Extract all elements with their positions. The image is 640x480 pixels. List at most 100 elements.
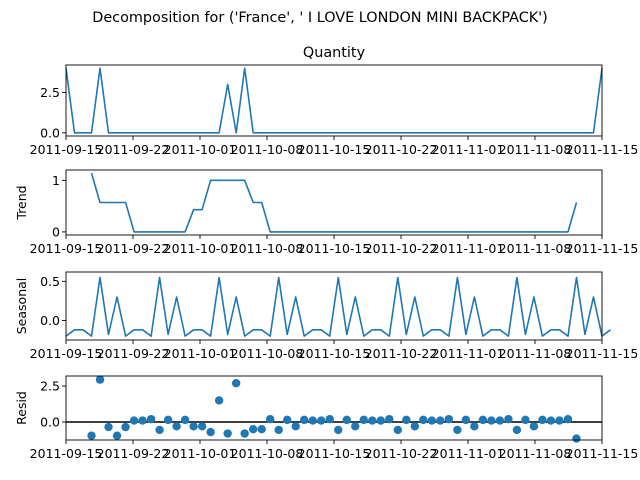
resid-point (300, 415, 309, 425)
resid-point (180, 415, 190, 425)
resid-point (521, 415, 530, 425)
resid-point (368, 416, 377, 425)
x-tick-label: 2011-11-01 (432, 142, 505, 157)
figure-title: Decomposition for ('France', ' I LOVE LO… (92, 10, 548, 26)
resid-point (334, 425, 343, 435)
x-tick-label: 2011-10-22 (365, 446, 438, 461)
x-tick-label: 2011-10-15 (298, 346, 371, 361)
resid-point (214, 396, 224, 405)
x-tick-label: 2011-10-01 (164, 346, 237, 361)
resid-point (163, 415, 173, 425)
x-tick-label: 2011-11-01 (432, 346, 505, 361)
resid-point (419, 415, 428, 425)
x-tick-label: 2011-09-15 (30, 241, 103, 256)
series-line-2 (90, 172, 578, 233)
panels: 0.02.52011-09-152011-09-222011-10-012011… (14, 45, 638, 461)
panel-title: Quantity (303, 45, 366, 61)
x-tick-label: 2011-10-01 (164, 142, 237, 157)
resid-point (291, 422, 300, 431)
y-tick-label: 0.0 (40, 125, 60, 140)
resid-point (265, 414, 275, 424)
resid-point (317, 416, 326, 425)
resid-point (342, 415, 351, 425)
resid-point (453, 425, 462, 435)
resid-point (546, 416, 556, 425)
resid-point (427, 416, 437, 425)
y-axis-label: Trend (14, 185, 29, 220)
resid-point (138, 416, 147, 425)
resid-point (155, 425, 164, 435)
x-tick-label: 2011-11-15 (566, 446, 639, 461)
resid-point (351, 422, 360, 431)
panel-1: 0.02.52011-09-152011-09-222011-10-012011… (30, 45, 639, 157)
x-tick-label: 2011-10-08 (231, 241, 304, 256)
panel-2: 012011-09-152011-09-222011-10-012011-10-… (14, 169, 639, 256)
x-tick-label: 2011-09-22 (97, 446, 170, 461)
resid-point (376, 416, 385, 425)
resid-point (283, 415, 292, 425)
resid-point (385, 414, 394, 424)
x-tick-label: 2011-11-08 (499, 241, 572, 256)
resid-point (478, 415, 488, 425)
x-tick-label: 2011-10-01 (164, 446, 237, 461)
x-tick-label: 2011-10-01 (164, 241, 237, 256)
resid-point (444, 414, 454, 424)
resid-point (146, 414, 156, 424)
y-axis-label: Seasonal (14, 278, 29, 335)
resid-point (308, 416, 317, 425)
resid-point (470, 422, 479, 431)
x-tick-label: 2011-10-22 (365, 142, 438, 157)
resid-point (325, 414, 334, 424)
resid-point (359, 415, 368, 425)
x-tick-label: 2011-11-15 (566, 241, 639, 256)
x-tick-label: 2011-11-01 (432, 446, 505, 461)
y-tick-label: 2.5 (40, 85, 60, 100)
resid-point (240, 429, 249, 438)
x-tick-label: 2011-11-08 (499, 446, 572, 461)
resid-point (504, 414, 513, 424)
y-tick-label: 0.0 (40, 415, 60, 430)
resid-point (555, 416, 564, 425)
resid-point (121, 422, 130, 432)
x-tick-label: 2011-11-08 (499, 346, 572, 361)
resid-point (197, 422, 207, 431)
resid-point (112, 431, 122, 440)
resid-point (512, 425, 522, 435)
resid-point (563, 414, 573, 424)
resid-point (410, 422, 420, 431)
x-tick-label: 2011-10-22 (365, 346, 438, 361)
y-tick-label: 0 (52, 224, 60, 239)
resid-point (538, 415, 547, 425)
resid-point (172, 422, 181, 431)
resid-point (248, 425, 258, 434)
x-tick-label: 2011-11-15 (566, 142, 639, 157)
resid-point (206, 427, 215, 437)
series-line-3 (65, 276, 611, 337)
x-tick-label: 2011-09-15 (30, 446, 103, 461)
x-tick-label: 2011-10-08 (231, 142, 304, 157)
axes-frame (65, 64, 603, 137)
resid-point (223, 429, 232, 438)
resid-point (402, 415, 411, 425)
resid-point (104, 422, 113, 432)
x-tick-label: 2011-10-22 (365, 241, 438, 256)
x-tick-label: 2011-09-22 (97, 142, 170, 157)
resid-point (436, 416, 445, 425)
resid-point (461, 415, 471, 425)
x-tick-label: 2011-11-08 (499, 142, 572, 157)
x-tick-label: 2011-11-15 (566, 346, 639, 361)
resid-point (87, 431, 96, 440)
y-tick-label: 2.5 (40, 379, 60, 394)
x-tick-label: 2011-09-22 (97, 346, 170, 361)
y-tick-label: 0.0 (40, 313, 60, 328)
resid-point (95, 375, 105, 384)
x-tick-label: 2011-10-08 (231, 346, 304, 361)
x-tick-label: 2011-10-15 (298, 446, 371, 461)
resid-point (529, 422, 539, 431)
resid-point (572, 434, 581, 443)
resid-point (274, 425, 283, 435)
y-tick-label: 1 (52, 173, 60, 188)
y-axis-label: Resid (14, 391, 29, 425)
x-tick-label: 2011-09-22 (97, 241, 170, 256)
